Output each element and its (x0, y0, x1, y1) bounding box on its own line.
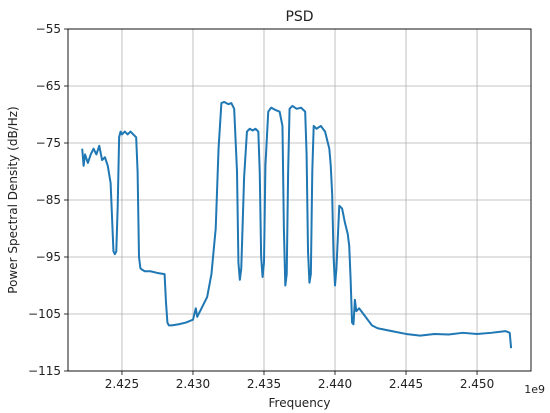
chart-title: PSD (285, 9, 313, 25)
psd-series-line (81, 100, 513, 349)
y-tick-label: −115 (28, 364, 61, 378)
y-axis-ticks: −115 −105 −95 −85 −75 −65 −55 (28, 22, 68, 378)
y-axis-label: Power Spectral Density (dB/Hz) (6, 106, 20, 293)
y-tick-label: −85 (36, 193, 61, 207)
x-tick-label: 2.445 (389, 377, 423, 391)
x-axis-offset-label: 1e9 (524, 383, 545, 396)
y-tick-label: −75 (36, 136, 61, 150)
x-tick-label: 2.425 (105, 377, 139, 391)
x-axis-label: Frequency (269, 396, 331, 410)
x-tick-label: 2.430 (176, 377, 210, 391)
x-axis-ticks: 2.425 2.430 2.435 2.440 2.445 2.450 (105, 371, 494, 391)
y-tick-label: −65 (36, 79, 61, 93)
x-tick-label: 2.440 (318, 377, 352, 391)
y-tick-label: −105 (28, 307, 61, 321)
x-tick-label: 2.435 (247, 377, 281, 391)
y-tick-label: −95 (36, 250, 61, 264)
y-tick-label: −55 (36, 22, 61, 36)
x-tick-label: 2.450 (460, 377, 494, 391)
